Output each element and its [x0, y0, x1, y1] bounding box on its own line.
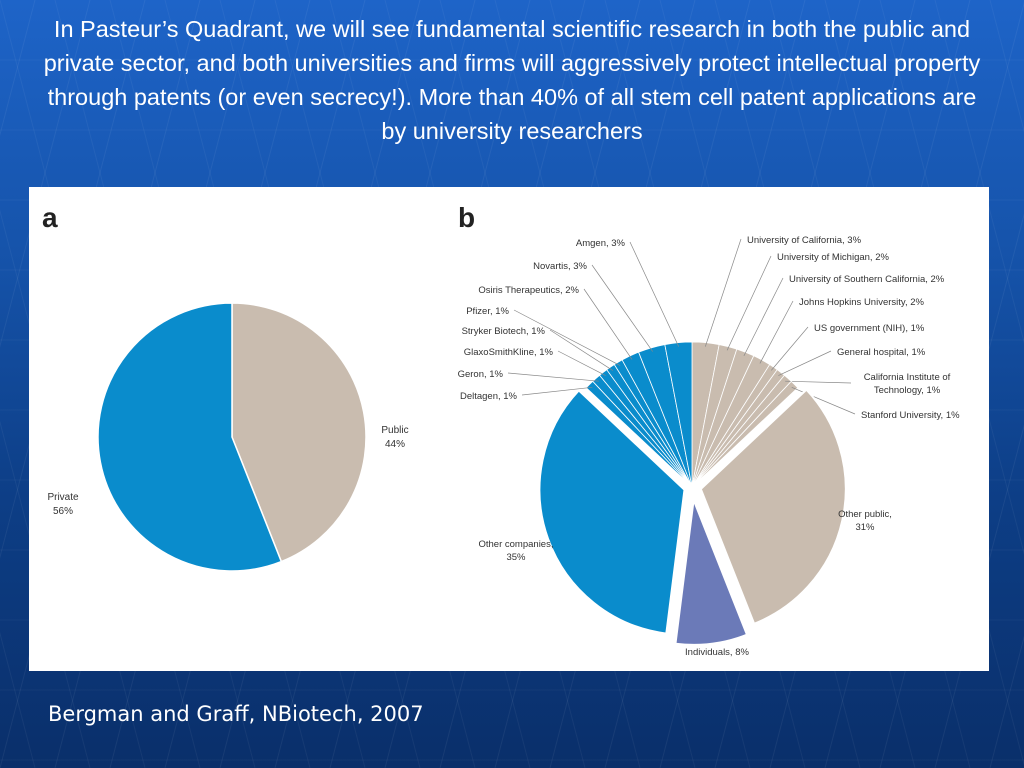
leader-line-glaxosmithkline-1: [557, 350, 606, 376]
slice-amgen-3: [664, 341, 693, 488]
slice-label-deltagen-1: Deltagen, 1%: [460, 391, 518, 402]
leader-line-general-hospital-1: [778, 350, 832, 376]
pie-charts: a b Public 44% Private 56% University of Ca…: [42, 202, 961, 658]
slice-label-other-public-31-line1: Other public,: [838, 509, 892, 520]
slice-label-amgen-3: Amgen, 3%: [576, 238, 626, 249]
leader-line-california-institute-of-technology-1: [785, 380, 852, 384]
slide-citation: Bergman and Graff, NBiotech, 2007: [48, 702, 424, 726]
slice-label-university-of-california-3: University of California, 3%: [747, 235, 862, 246]
slice-label-us-government-nih-1: US government (NIH), 1%: [814, 323, 925, 334]
leader-line-geron-1: [507, 372, 599, 382]
slice-label-geron-1: Geron, 1%: [458, 369, 504, 380]
panel-label-a: a: [42, 202, 58, 233]
leader-line-stryker-biotech-1: [549, 329, 613, 371]
slice-label-other-companies-35-line2: 35%: [506, 552, 526, 563]
slice-label-university-of-southern-california-2: University of Southern California, 2%: [789, 274, 945, 285]
slice-stanford-university-1: [691, 380, 799, 488]
leader-line-university-of-southern-california-2: [743, 277, 784, 357]
leader-line-novartis-3: [591, 264, 653, 352]
slice-label-osiris-therapeutics-2: Osiris Therapeutics, 2%: [478, 285, 579, 296]
slice-label-novartis-3: Novartis, 3%: [533, 261, 587, 272]
pie-chart-a: Public 44% Private 56%: [47, 302, 409, 572]
slice-individuals-8: [674, 499, 749, 646]
slice-label-private: Private: [47, 492, 79, 503]
slice-label-stryker-biotech-1: Stryker Biotech, 1%: [462, 326, 546, 337]
leader-line-amgen-3: [629, 241, 680, 347]
figure-panel: a b Public 44% Private 56% University of Ca…: [29, 187, 989, 671]
slice-other-public-31: [699, 388, 847, 626]
slice-value-public: 44%: [385, 439, 405, 450]
slice-label-general-hospital-1: General hospital, 1%: [837, 347, 926, 358]
slice-label-other-public-31-line2: 31%: [855, 522, 875, 533]
slice-private: [97, 302, 283, 572]
leader-line-us-government-nih-1: [771, 326, 809, 371]
panel-label-b: b: [458, 202, 475, 233]
leader-line-osiris-therapeutics-2: [583, 288, 633, 360]
slice-label-johns-hopkins-university-2: Johns Hopkins University, 2%: [799, 297, 925, 308]
leader-line-johns-hopkins-university-2: [759, 300, 794, 364]
slice-label-glaxosmithkline-1: GlaxoSmithKline, 1%: [464, 347, 554, 358]
leader-line-university-of-michigan-2: [726, 255, 772, 351]
leader-line-university-of-california-3: [704, 238, 742, 347]
leader-line-pfizer-1: [513, 309, 621, 366]
leader-line-deltagen-1: [521, 386, 593, 396]
slice-label-individuals-8: Individuals, 8%: [685, 647, 749, 658]
slice-label-stanford-university-1: Stanford University, 1%: [861, 410, 960, 421]
slide-title: In Pasteur’s Quadrant, we will see funda…: [43, 16, 981, 144]
slice-label-public: Public: [381, 425, 408, 436]
slice-public: [231, 302, 367, 563]
slice-label-other-companies-35-line1: Other companies,: [479, 539, 554, 550]
slice-label-california-institute-of-technology-1-line2: Technology, 1%: [874, 385, 941, 396]
pie-chart-b: University of California, 3% University o…: [458, 235, 961, 658]
leader-line-stanford-university-1: [791, 386, 856, 415]
slice-value-private: 56%: [53, 506, 73, 517]
slice-label-california-institute-of-technology-1-line1: California Institute of: [864, 372, 951, 383]
slice-other-companies-35: [538, 389, 686, 635]
slice-label-pfizer-1: Pfizer, 1%: [466, 306, 509, 317]
slice-label-university-of-michigan-2: University of Michigan, 2%: [777, 252, 889, 263]
